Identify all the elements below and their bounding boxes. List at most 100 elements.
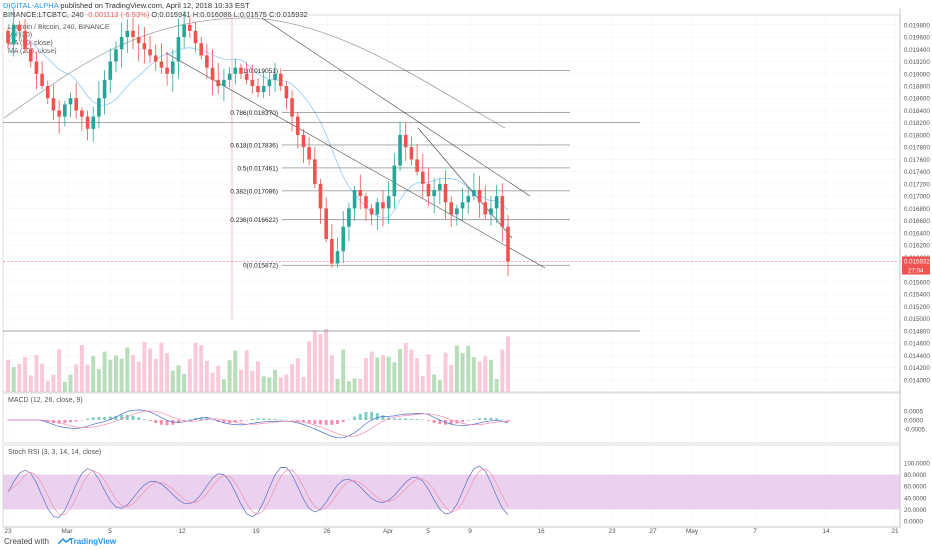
macd-histogram-bar	[455, 420, 459, 424]
volume-bar	[51, 374, 56, 392]
macd-histogram-bar	[307, 420, 311, 424]
volume-bar	[142, 342, 147, 392]
price-tick-label: 0.016000	[904, 255, 930, 262]
macd-histogram-bar	[296, 420, 300, 422]
macd-histogram-bar	[69, 420, 72, 423]
macd-histogram-bar	[188, 419, 192, 420]
volume-bar	[79, 344, 84, 392]
macd-histogram-bar	[500, 419, 504, 421]
volume-bar	[488, 359, 493, 392]
candle-body	[142, 43, 147, 50]
candle-body	[45, 85, 50, 99]
volume-bar	[432, 374, 437, 392]
macd-histogram-bar	[489, 417, 493, 420]
macd-histogram-bar	[301, 420, 305, 423]
x-tick-label: 5	[108, 528, 112, 535]
volume-bar	[119, 358, 124, 392]
macd-histogram-bar	[347, 419, 351, 421]
volume-bar	[11, 367, 16, 392]
macd-tick-label: 0.0005	[904, 409, 923, 416]
x-tick-label: 7	[753, 528, 757, 535]
volume-bar	[238, 369, 243, 392]
macd-histogram-bar	[114, 415, 118, 420]
candle-body	[176, 37, 181, 62]
macd-histogram-bar	[319, 420, 322, 425]
countdown-badge	[902, 265, 930, 275]
candle-body	[449, 202, 453, 215]
x-tick-label: 19	[252, 528, 260, 535]
macd-histogram-bar	[358, 413, 362, 420]
stoch-tick-label: 0.0000	[904, 519, 923, 526]
study-ma50[interactable]: MA (50, close)	[8, 40, 53, 47]
x-tick-label: 9	[468, 528, 472, 535]
tradingview-logo-icon	[58, 538, 72, 545]
macd-histogram-bar	[364, 411, 368, 420]
macd-histogram-bar	[262, 418, 266, 420]
macd-histogram-bar	[415, 419, 419, 420]
macd-histogram-bar	[63, 420, 67, 424]
candle-body	[91, 116, 96, 129]
macd-histogram-bar	[392, 418, 396, 420]
publisher-name[interactable]: DIGITAL-ALPHA	[3, 1, 59, 10]
price-tick-label: 0.015400	[904, 292, 930, 299]
macd-histogram-bar	[444, 420, 447, 425]
fib-level-label: 1(0.019051)	[243, 68, 278, 75]
ma200-line	[3, 17, 506, 129]
candle-body	[114, 49, 118, 62]
candle-body	[313, 159, 317, 184]
candle-body	[216, 79, 221, 86]
price-tick-label: 0.014800	[904, 328, 930, 335]
macd-histogram-bar	[461, 420, 465, 423]
candle-body	[500, 196, 505, 227]
candle-body	[165, 67, 169, 74]
fib-level-label: 0.5(0.017461)	[238, 165, 278, 172]
candle-body	[188, 24, 192, 31]
volume-bar	[62, 381, 67, 392]
candle-body	[57, 110, 61, 117]
candle-body	[131, 30, 135, 38]
stoch-band	[3, 474, 900, 510]
macd-title[interactable]: MACD (12, 26, close, 9)	[8, 397, 83, 404]
volume-bar	[403, 343, 408, 392]
macd-histogram-bar	[279, 419, 283, 420]
candle-body	[398, 134, 402, 166]
candle-body	[51, 98, 56, 111]
stoch-k-line	[7, 465, 509, 518]
volume-bar	[506, 336, 510, 392]
volume-bar	[227, 360, 232, 392]
volume-bar	[392, 362, 397, 392]
volume-bar	[278, 377, 283, 392]
study-ma200[interactable]: MA (200, close)	[8, 48, 57, 55]
macd-histogram-bar	[404, 418, 408, 420]
stoch-tick-label: 100.0000	[904, 461, 930, 468]
stoch-title[interactable]: Stoch RSI (3, 3, 14, 14, close)	[8, 449, 102, 456]
volume-bar	[466, 345, 471, 392]
series-title[interactable]: Litecoin / Bitcoin, 240, BINANCE	[8, 24, 110, 31]
price-tick-label: 0.015000	[904, 316, 930, 323]
candle-body	[222, 79, 226, 86]
macd-histogram-bar	[398, 418, 402, 420]
tradingview-brand[interactable]: TradingView	[69, 537, 117, 546]
volume-bar	[267, 377, 272, 392]
price-tick-label: 0.018000	[904, 132, 930, 139]
candle-body	[455, 208, 459, 215]
macd-histogram-bar	[86, 418, 90, 420]
macd-histogram-bar	[228, 420, 232, 424]
trend-line	[261, 17, 531, 197]
candle-body	[415, 159, 419, 172]
candle-body	[182, 24, 186, 38]
candle-body	[244, 73, 249, 80]
macd-histogram-bar	[74, 420, 78, 422]
volume-bar	[494, 379, 499, 392]
volume-bar	[460, 353, 465, 392]
candle-body	[443, 183, 448, 203]
candle-body	[364, 196, 368, 209]
macd-histogram-bar	[330, 420, 334, 425]
candle-body	[483, 202, 488, 215]
macd-histogram-bar	[375, 413, 379, 420]
x-tick-label: 23	[608, 528, 616, 535]
volume-bar	[307, 340, 312, 392]
study-vol[interactable]: Vol (20)	[8, 32, 33, 39]
macd-histogram-bar	[409, 418, 413, 420]
